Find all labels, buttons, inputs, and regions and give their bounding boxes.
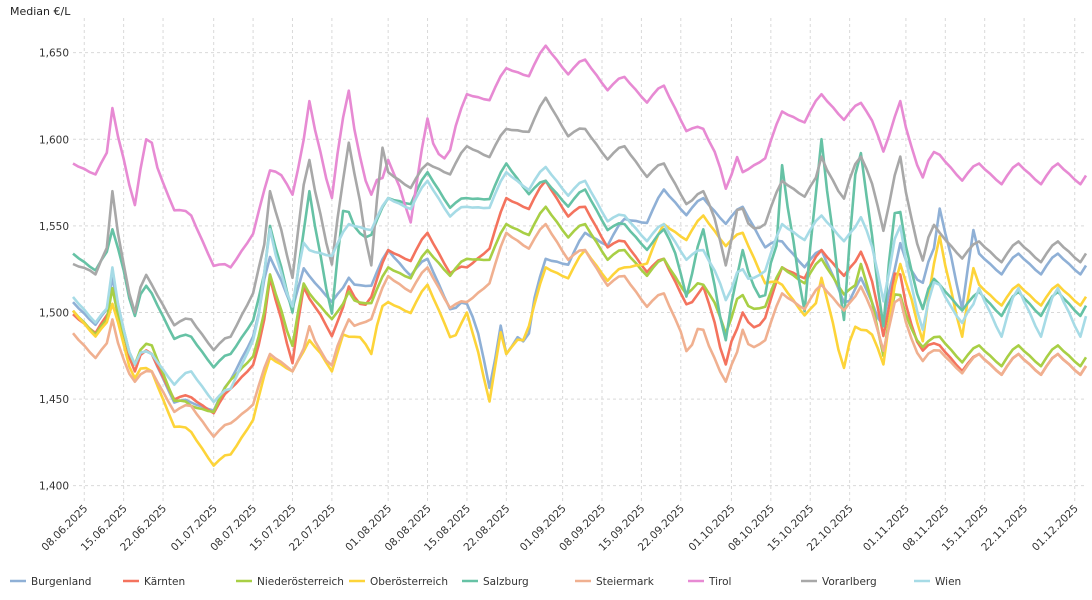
series-line: [72, 137, 1088, 369]
legend-item[interactable]: Salzburg: [462, 576, 529, 588]
series-line: [71, 214, 1088, 467]
series-line: [72, 205, 1088, 414]
y-tick-label: 1,400: [39, 481, 69, 493]
series-line: [71, 222, 1088, 439]
legend-item[interactable]: Steiermark: [575, 576, 655, 588]
legend-label: Kärnten: [144, 576, 185, 588]
x-tick-label: 01.12.2025: [1030, 503, 1081, 554]
legend-item[interactable]: Burgenland: [10, 576, 91, 588]
legend-label: Oberösterreich: [370, 576, 448, 588]
legend-label: Wien: [935, 576, 961, 588]
y-tick-label: 1,500: [39, 307, 69, 319]
y-tick-label: 1,450: [39, 394, 69, 406]
legend-item[interactable]: Wien: [914, 576, 961, 588]
y-tick-label: 1,650: [39, 48, 69, 60]
legend-item[interactable]: Niederösterreich: [236, 576, 344, 588]
series-line: [72, 179, 1088, 415]
y-axis-label: Median €/L: [10, 5, 71, 18]
legend-label: Vorarlberg: [822, 576, 877, 588]
legend[interactable]: Burgenland Kärnten Niederösterreich Oberöst…: [10, 576, 961, 588]
series-line: [72, 96, 1088, 352]
series-line: [72, 44, 1088, 269]
legend-label: Niederösterreich: [257, 576, 344, 588]
series-lines: [71, 44, 1088, 467]
series-line: [71, 165, 1088, 404]
legend-label: Burgenland: [31, 576, 91, 588]
legend-label: Salzburg: [483, 576, 529, 588]
legend-label: Tirol: [708, 576, 731, 588]
series-line: [72, 188, 1088, 412]
legend-item[interactable]: Tirol: [688, 576, 731, 588]
legend-item[interactable]: Vorarlberg: [801, 576, 877, 588]
legend-label: Steiermark: [596, 576, 655, 588]
y-tick-label: 1,600: [39, 134, 69, 146]
y-tick-label: 1,550: [39, 221, 69, 233]
legend-item[interactable]: Kärnten: [123, 576, 185, 588]
y-tick-labels: 1,400 1,450 1,500 1,550 1,600 1,650: [39, 48, 69, 493]
legend-item[interactable]: Oberösterreich: [349, 576, 448, 588]
